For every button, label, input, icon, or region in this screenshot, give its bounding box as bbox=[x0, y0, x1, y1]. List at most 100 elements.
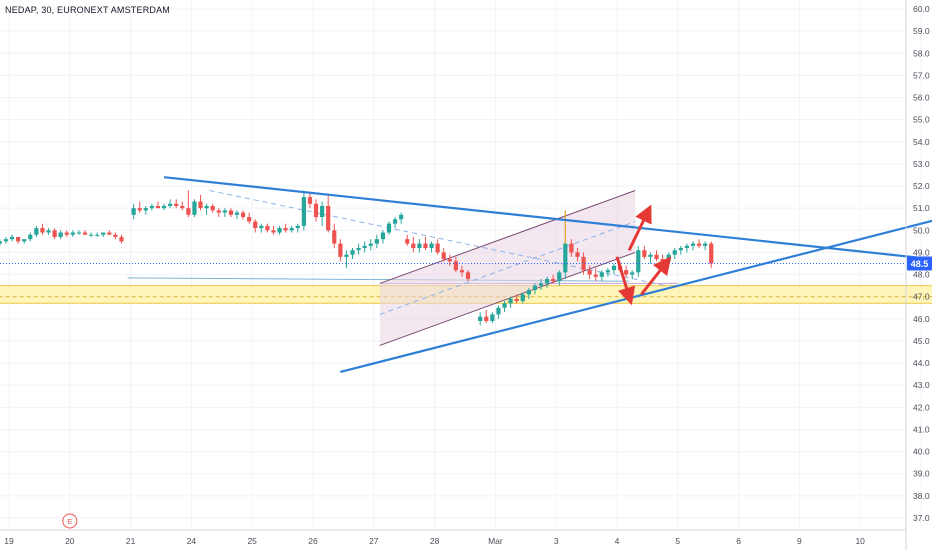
candle-body[interactable] bbox=[277, 228, 282, 233]
candle-body[interactable] bbox=[459, 270, 465, 273]
candle-body[interactable] bbox=[70, 232, 75, 235]
candle-body[interactable] bbox=[557, 272, 562, 282]
candle-body[interactable] bbox=[709, 243, 714, 264]
candle-body[interactable] bbox=[526, 290, 531, 295]
candle-body[interactable] bbox=[344, 254, 349, 257]
candle-body[interactable] bbox=[259, 225, 264, 229]
candle-body[interactable] bbox=[429, 243, 434, 249]
candle-body[interactable] bbox=[204, 205, 209, 209]
candle-body[interactable] bbox=[399, 214, 404, 220]
candle-body[interactable] bbox=[587, 270, 592, 275]
candle-body[interactable] bbox=[119, 236, 124, 242]
candle-body[interactable] bbox=[113, 234, 118, 237]
candle-body[interactable] bbox=[283, 228, 288, 231]
descending-resistance[interactable] bbox=[163, 176, 932, 266]
candle-body[interactable] bbox=[198, 201, 203, 209]
candle-body[interactable] bbox=[271, 230, 276, 233]
candle-body[interactable] bbox=[107, 232, 112, 235]
candle-body[interactable] bbox=[320, 205, 325, 218]
candle-body[interactable] bbox=[624, 270, 629, 275]
candle-body[interactable] bbox=[447, 259, 452, 262]
candle-body[interactable] bbox=[101, 232, 106, 235]
candle-body[interactable] bbox=[514, 298, 519, 302]
candle-body[interactable] bbox=[684, 245, 690, 249]
candle-body[interactable] bbox=[155, 205, 161, 209]
candle-body[interactable] bbox=[660, 259, 665, 262]
candle-body[interactable] bbox=[338, 243, 343, 257]
candle-body[interactable] bbox=[180, 205, 185, 209]
candle-body[interactable] bbox=[40, 228, 45, 233]
candle-body[interactable] bbox=[82, 232, 88, 235]
candle-body[interactable] bbox=[575, 252, 580, 257]
candle-body[interactable] bbox=[247, 217, 252, 222]
candle-body[interactable] bbox=[28, 234, 33, 240]
candle-body[interactable] bbox=[326, 205, 331, 231]
candle-body[interactable] bbox=[490, 314, 495, 322]
candle-body[interactable] bbox=[520, 294, 525, 302]
candle-body[interactable] bbox=[411, 243, 416, 249]
candle-body[interactable] bbox=[76, 232, 82, 234]
candles[interactable] bbox=[0, 190, 714, 326]
earnings-marker[interactable] bbox=[62, 513, 78, 529]
candle-body[interactable] bbox=[362, 245, 367, 249]
candle-body[interactable] bbox=[544, 278, 550, 284]
candle-body[interactable] bbox=[581, 256, 586, 271]
candle-body[interactable] bbox=[64, 232, 69, 235]
candle-body[interactable] bbox=[642, 250, 647, 257]
candle-body[interactable] bbox=[9, 236, 15, 240]
candle-body[interactable] bbox=[478, 316, 483, 322]
candle-body[interactable] bbox=[143, 208, 148, 211]
ascending-support[interactable] bbox=[340, 208, 932, 374]
candle-body[interactable] bbox=[295, 225, 300, 229]
candle-body[interactable] bbox=[678, 248, 683, 251]
candle-body[interactable] bbox=[666, 254, 671, 262]
candle-body[interactable] bbox=[496, 307, 501, 315]
candle-body[interactable] bbox=[435, 243, 440, 253]
candle-body[interactable] bbox=[210, 205, 215, 211]
candle-body[interactable] bbox=[368, 243, 373, 246]
candle-body[interactable] bbox=[222, 210, 227, 213]
trendlines[interactable] bbox=[0, 176, 932, 374]
candle-body[interactable] bbox=[240, 212, 246, 218]
candle-body[interactable] bbox=[265, 225, 270, 231]
candle-body[interactable] bbox=[605, 270, 610, 273]
candle-body[interactable] bbox=[532, 285, 538, 291]
candle-body[interactable] bbox=[484, 316, 489, 322]
candle-body[interactable] bbox=[216, 210, 221, 213]
candle-body[interactable] bbox=[0, 241, 2, 244]
candle-body[interactable] bbox=[696, 243, 702, 246]
candle-body[interactable] bbox=[392, 219, 398, 224]
candle-body[interactable] bbox=[192, 201, 197, 215]
candle-body[interactable] bbox=[307, 197, 313, 204]
candle-body[interactable] bbox=[161, 205, 167, 209]
candle-body[interactable] bbox=[131, 208, 136, 215]
candle-body[interactable] bbox=[563, 243, 568, 273]
candle-body[interactable] bbox=[654, 254, 659, 260]
candle-body[interactable] bbox=[22, 239, 27, 242]
candle-body[interactable] bbox=[356, 248, 361, 251]
candle-body[interactable] bbox=[58, 232, 63, 237]
candle-body[interactable] bbox=[465, 272, 471, 279]
candle-body[interactable] bbox=[332, 230, 337, 244]
candle-body[interactable] bbox=[149, 205, 154, 209]
candle-body[interactable] bbox=[289, 228, 294, 231]
candle-body[interactable] bbox=[690, 243, 696, 246]
candle-body[interactable] bbox=[374, 239, 379, 244]
candle-body[interactable] bbox=[301, 197, 306, 226]
candle-body[interactable] bbox=[593, 274, 598, 277]
candle-body[interactable] bbox=[16, 236, 21, 242]
candle-body[interactable] bbox=[350, 250, 355, 255]
candle-body[interactable] bbox=[186, 208, 191, 215]
candle-body[interactable] bbox=[3, 239, 9, 242]
candle-body[interactable] bbox=[137, 208, 142, 211]
candle-body[interactable] bbox=[423, 243, 428, 249]
candle-body[interactable] bbox=[611, 265, 617, 271]
candle-body[interactable] bbox=[228, 210, 234, 215]
candle-body[interactable] bbox=[95, 234, 100, 236]
candle-body[interactable] bbox=[672, 250, 677, 255]
candle-body[interactable] bbox=[703, 243, 708, 246]
candle-body[interactable] bbox=[380, 232, 386, 240]
candle-body[interactable] bbox=[508, 298, 513, 304]
